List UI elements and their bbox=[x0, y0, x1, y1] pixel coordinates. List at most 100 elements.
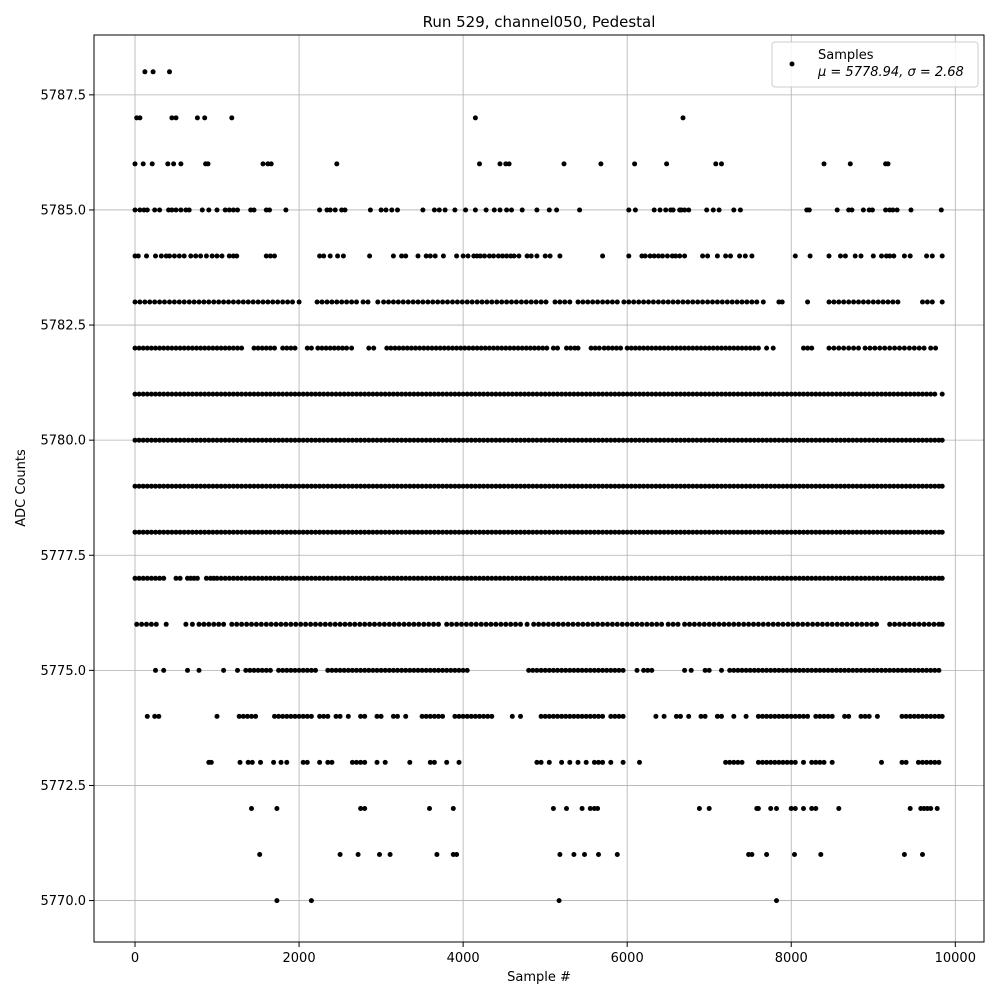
data-point bbox=[448, 483, 454, 489]
data-point bbox=[132, 483, 138, 489]
data-point bbox=[273, 621, 279, 627]
data-point bbox=[911, 345, 917, 351]
data-point bbox=[879, 529, 884, 535]
data-point bbox=[731, 667, 737, 673]
data-point bbox=[395, 575, 400, 581]
data-point bbox=[727, 345, 733, 351]
data-point bbox=[140, 345, 146, 351]
data-point bbox=[468, 437, 474, 443]
data-point bbox=[646, 299, 651, 305]
data-point bbox=[620, 483, 626, 489]
data-point bbox=[682, 529, 688, 535]
data-point bbox=[731, 207, 737, 213]
data-point bbox=[805, 483, 811, 489]
data-point bbox=[386, 667, 392, 673]
data-point bbox=[226, 299, 231, 305]
data-point bbox=[335, 253, 341, 259]
data-point bbox=[341, 529, 347, 535]
data-point bbox=[809, 529, 815, 535]
data-point bbox=[516, 253, 522, 259]
data-point bbox=[308, 391, 314, 397]
data-point bbox=[136, 437, 142, 443]
data-point bbox=[690, 575, 696, 581]
data-point bbox=[821, 667, 827, 673]
data-point bbox=[664, 161, 670, 167]
data-point bbox=[222, 207, 228, 213]
data-point bbox=[838, 437, 843, 443]
data-point bbox=[226, 345, 232, 351]
data-point bbox=[653, 575, 659, 581]
data-point bbox=[714, 391, 720, 397]
data-point bbox=[555, 667, 560, 673]
data-point bbox=[850, 437, 856, 443]
data-point bbox=[901, 345, 907, 351]
data-point bbox=[497, 161, 503, 167]
data-point bbox=[497, 207, 503, 213]
data-point bbox=[723, 529, 729, 535]
data-point bbox=[185, 667, 190, 673]
data-point bbox=[142, 69, 148, 75]
data-point bbox=[792, 529, 798, 535]
data-point bbox=[915, 529, 921, 535]
data-point bbox=[386, 483, 392, 489]
data-point bbox=[267, 437, 273, 443]
data-point bbox=[874, 391, 880, 397]
data-point bbox=[459, 621, 464, 627]
data-point bbox=[824, 621, 830, 627]
data-point bbox=[653, 713, 659, 719]
data-point bbox=[796, 529, 802, 535]
data-point bbox=[813, 529, 819, 535]
data-point bbox=[601, 345, 607, 351]
data-point bbox=[296, 529, 302, 535]
data-point bbox=[165, 483, 171, 489]
data-point bbox=[411, 621, 417, 627]
data-point bbox=[701, 621, 707, 627]
data-point bbox=[592, 345, 598, 351]
data-point bbox=[419, 391, 425, 397]
data-point bbox=[637, 575, 642, 581]
data-point bbox=[710, 345, 716, 351]
data-point bbox=[267, 483, 273, 489]
data-point bbox=[870, 667, 876, 673]
data-point bbox=[670, 207, 676, 213]
data-point bbox=[173, 207, 179, 213]
data-point bbox=[365, 299, 371, 305]
data-point bbox=[559, 529, 565, 535]
data-point bbox=[846, 667, 852, 673]
data-point bbox=[132, 345, 138, 351]
data-point bbox=[321, 483, 327, 489]
data-point bbox=[482, 345, 488, 351]
data-point bbox=[846, 437, 852, 443]
data-point bbox=[620, 529, 626, 535]
data-point bbox=[550, 806, 556, 811]
data-point bbox=[181, 391, 187, 397]
data-point bbox=[582, 852, 587, 857]
data-point bbox=[435, 299, 441, 305]
data-point bbox=[440, 529, 446, 535]
data-point bbox=[834, 621, 840, 627]
data-point bbox=[813, 437, 819, 443]
data-point bbox=[780, 667, 786, 673]
data-point bbox=[760, 713, 765, 719]
data-point bbox=[292, 483, 298, 489]
data-point bbox=[203, 575, 209, 581]
data-point bbox=[527, 345, 533, 351]
data-point bbox=[713, 161, 719, 167]
data-point bbox=[332, 621, 338, 627]
data-point bbox=[755, 806, 761, 811]
data-point bbox=[776, 483, 782, 489]
y-axis-label: ADC Counts bbox=[14, 449, 29, 527]
data-point bbox=[415, 529, 421, 535]
data-point bbox=[304, 667, 310, 673]
data-point bbox=[575, 345, 581, 351]
data-point bbox=[355, 852, 361, 857]
data-point bbox=[776, 759, 782, 765]
data-point bbox=[157, 345, 163, 351]
data-point bbox=[755, 483, 761, 489]
data-point bbox=[340, 253, 346, 259]
data-point bbox=[524, 253, 530, 259]
data-point bbox=[194, 345, 199, 351]
data-point bbox=[765, 621, 771, 627]
data-point bbox=[251, 667, 257, 673]
data-point bbox=[308, 898, 314, 904]
